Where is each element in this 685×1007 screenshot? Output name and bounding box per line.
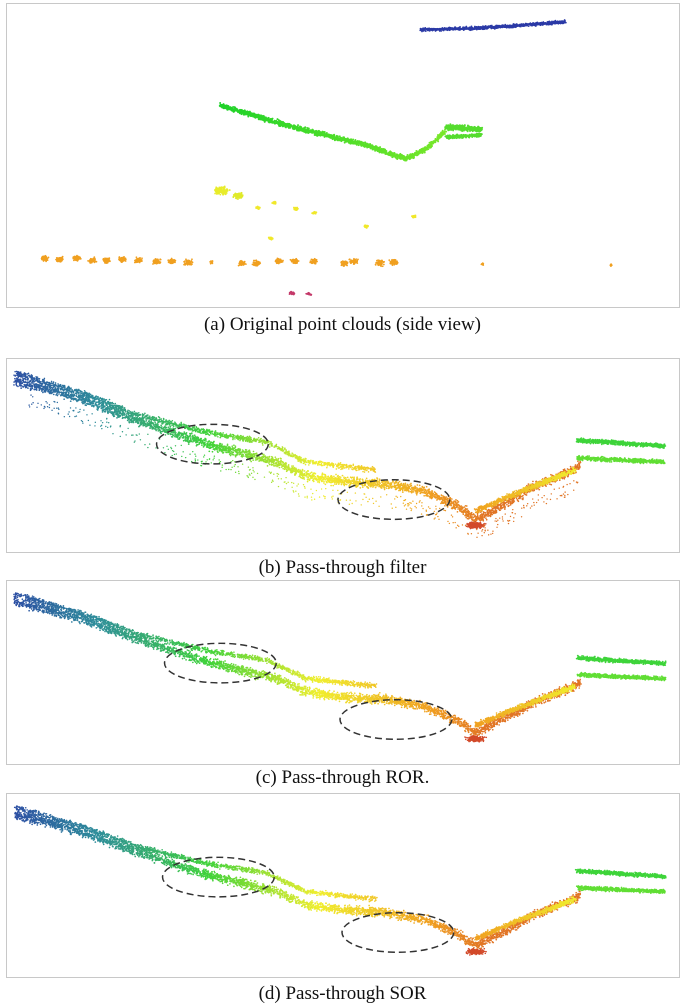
point-cluster bbox=[271, 200, 277, 205]
point-cluster bbox=[40, 254, 50, 263]
highlight-ellipse-1 bbox=[163, 642, 277, 684]
point-cluster bbox=[464, 735, 488, 743]
point-band bbox=[444, 132, 483, 140]
highlight-ellipse-2 bbox=[341, 911, 455, 954]
point-cluster bbox=[209, 260, 214, 265]
panel-d-pass-through-sor bbox=[6, 793, 680, 978]
caption-panel-a: (a) Original point clouds (side view) bbox=[0, 314, 685, 336]
point-band bbox=[13, 370, 377, 473]
caption-c-tail: . bbox=[425, 767, 430, 788]
highlight-ellipse-1 bbox=[155, 423, 269, 465]
point-band bbox=[574, 868, 667, 880]
point-band bbox=[575, 885, 666, 895]
highlight-ellipse-1 bbox=[161, 856, 275, 898]
caption-panel-d: (d) Pass-through SOR bbox=[0, 983, 685, 1005]
caption-panel-b: (b) Pass-through filter bbox=[0, 557, 685, 579]
highlight-ellipse-2 bbox=[339, 698, 453, 741]
panel-b-pass-through-filter bbox=[6, 358, 680, 553]
point-cluster bbox=[55, 255, 64, 263]
point-cluster bbox=[267, 236, 274, 241]
point-band bbox=[473, 467, 577, 514]
point-cluster bbox=[348, 257, 359, 265]
point-cluster bbox=[237, 259, 247, 267]
point-cloud-pass-through-sor bbox=[13, 805, 667, 956]
point-cluster bbox=[288, 290, 296, 296]
point-cluster bbox=[183, 258, 194, 266]
caption-panel-c: (c) Pass-through ROR. bbox=[0, 767, 685, 789]
point-cluster bbox=[251, 259, 262, 267]
point-cluster bbox=[609, 263, 613, 267]
point-cluster bbox=[410, 214, 417, 219]
point-cluster bbox=[152, 258, 162, 265]
point-cluster bbox=[465, 520, 487, 530]
point-cluster bbox=[374, 259, 386, 268]
point-cluster bbox=[309, 257, 318, 265]
point-cluster bbox=[289, 257, 300, 265]
point-band bbox=[419, 19, 567, 33]
point-cloud-side-view bbox=[40, 19, 613, 296]
point-band bbox=[13, 592, 378, 689]
point-cluster bbox=[133, 256, 143, 264]
point-band bbox=[576, 671, 667, 682]
point-cluster bbox=[102, 257, 111, 264]
point-cluster bbox=[305, 291, 313, 296]
panel-c-pass-through-ror bbox=[6, 580, 680, 765]
point-band bbox=[13, 805, 378, 903]
point-cluster bbox=[340, 260, 349, 267]
point-band bbox=[576, 454, 666, 465]
point-band bbox=[474, 896, 577, 941]
point-band bbox=[575, 654, 667, 667]
point-band bbox=[474, 683, 576, 728]
point-cluster bbox=[87, 256, 98, 264]
point-cluster bbox=[214, 185, 231, 196]
point-band bbox=[575, 437, 667, 450]
point-cluster bbox=[232, 191, 244, 201]
point-band bbox=[218, 101, 448, 162]
point-cloud-pass-through-filter bbox=[13, 370, 667, 539]
point-cluster bbox=[363, 224, 370, 229]
caption-b-text: (b) Pass-through filter bbox=[259, 557, 427, 578]
point-cluster bbox=[274, 257, 284, 265]
point-cluster bbox=[72, 254, 82, 262]
point-cluster bbox=[118, 256, 127, 263]
point-cluster bbox=[465, 947, 487, 956]
caption-a-text: (a) Original point clouds (side view) bbox=[204, 314, 481, 335]
point-cloud-pass-through-ror bbox=[13, 592, 667, 743]
point-cluster bbox=[293, 206, 299, 212]
point-cluster bbox=[311, 210, 318, 215]
panel-a-original-point-clouds bbox=[6, 3, 680, 308]
point-band bbox=[444, 123, 484, 133]
point-cluster bbox=[255, 205, 261, 211]
caption-c-text: (c) Pass-through ROR bbox=[256, 767, 425, 788]
point-cluster bbox=[167, 257, 177, 265]
point-cluster bbox=[480, 262, 485, 266]
point-cluster bbox=[388, 258, 399, 267]
caption-d-text: (d) Pass-through SOR bbox=[259, 983, 427, 1004]
